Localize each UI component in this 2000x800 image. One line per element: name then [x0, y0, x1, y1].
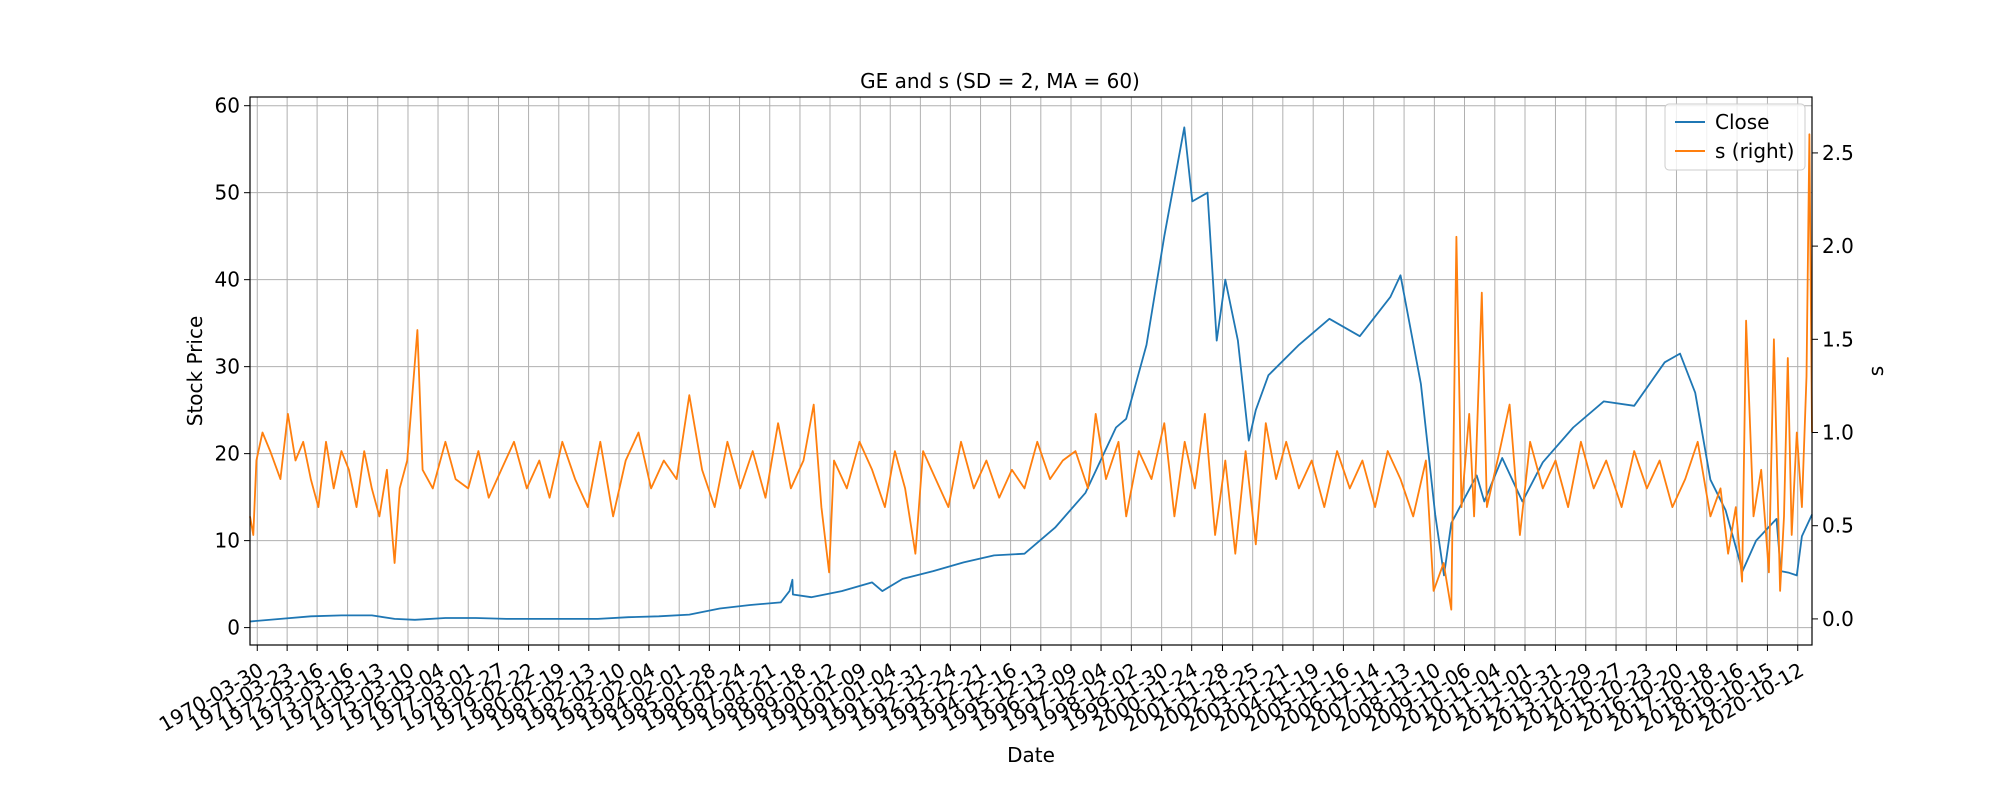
y-tick-label: 40 — [215, 268, 240, 292]
y-tick-label: 50 — [215, 181, 240, 205]
y-tick-label: 10 — [215, 529, 240, 553]
y-tick-label: 60 — [215, 94, 240, 118]
series-layer — [249, 126, 1813, 623]
legend-label-close: Close — [1715, 110, 1769, 134]
y-tick-label: 0 — [227, 616, 240, 640]
y-tick-label: 30 — [215, 355, 240, 379]
legend-box — [1664, 103, 1806, 171]
legend: Close s (right) — [1664, 103, 1806, 171]
legend-label-s: s (right) — [1715, 139, 1794, 163]
y-tick-label: 20 — [215, 442, 240, 466]
x-ticks: 1970-03-301971-03-231972-03-161973-03-16… — [155, 645, 1808, 737]
chart-title: GE and s (SD = 2, MA = 60) — [860, 69, 1140, 93]
series-line-close — [249, 126, 1813, 623]
y-axis-label: Stock Price — [183, 316, 207, 427]
y2-tick-label: 1.0 — [1822, 421, 1854, 445]
left-y-ticks: 0 10 20 30 40 50 60 — [215, 94, 250, 640]
y2-tick-label: 0.0 — [1822, 607, 1854, 631]
series-line-s — [249, 133, 1813, 611]
plot-frame — [249, 96, 1813, 646]
y2-axis-label: s — [1864, 366, 1888, 376]
x-axis-label: Date — [1007, 743, 1055, 767]
right-y-ticks: 0.0 0.5 1.0 1.5 2.0 2.5 — [1812, 141, 1854, 631]
y2-tick-label: 1.5 — [1822, 327, 1854, 351]
y2-tick-label: 2.5 — [1822, 141, 1854, 165]
y2-tick-label: 2.0 — [1822, 234, 1854, 258]
grid-lines — [250, 97, 1812, 645]
y2-tick-label: 0.5 — [1822, 514, 1854, 538]
